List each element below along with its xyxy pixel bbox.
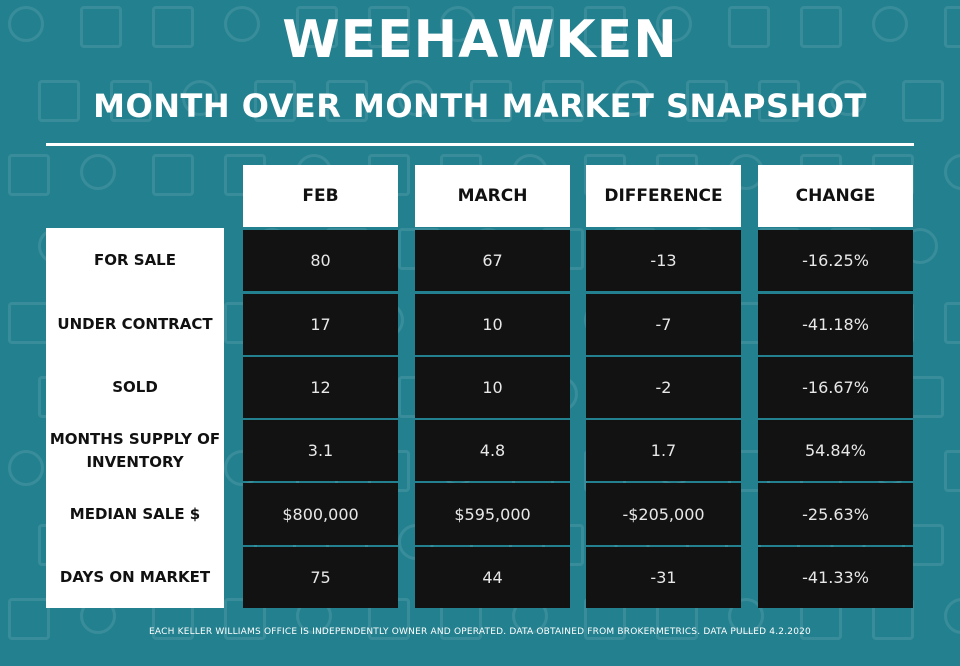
table-cell: -25.63%: [758, 483, 913, 545]
background-icon: [830, 80, 866, 116]
row-label-sold: SOLD: [112, 378, 158, 396]
background-icon: [512, 6, 554, 48]
title-divider: [46, 143, 914, 146]
background-icon: [902, 80, 944, 122]
row-label-months-supply: MONTHS SUPPLY OF INVENTORY: [49, 429, 221, 471]
table-cell: 3.1: [243, 420, 398, 481]
table-cell: 44: [415, 547, 570, 608]
table-cell: -$205,000: [586, 483, 741, 545]
table-cell: -2: [586, 357, 741, 418]
background-icon: [224, 6, 260, 42]
table-cell: -16.25%: [758, 230, 913, 291]
table-cell: -31: [586, 547, 741, 608]
background-icon: [656, 6, 692, 42]
background-icon: [182, 80, 218, 116]
table-cell: 4.8: [415, 420, 570, 481]
background-icon: [38, 80, 80, 122]
background-icon: [872, 6, 908, 42]
row-labels-column: FOR SALE UNDER CONTRACT SOLD MONTHS SUPP…: [46, 228, 224, 608]
table-cell: 75: [243, 547, 398, 608]
background-icon: [686, 80, 728, 122]
background-icon: [470, 80, 512, 122]
column-header: CHANGE: [758, 165, 913, 227]
row-label-for-sale: FOR SALE: [94, 251, 176, 269]
background-icon: [728, 598, 764, 634]
background-icon: [8, 6, 44, 42]
background-icon: [944, 6, 960, 48]
background-icon: [296, 6, 338, 48]
background-icon: [800, 6, 842, 48]
background-icon: [8, 302, 50, 344]
background-icon: [326, 80, 368, 122]
background-icon: [152, 154, 194, 196]
background-icon: [368, 6, 410, 48]
background-icon: [944, 154, 960, 190]
row-label-days-on-market: DAYS ON MARKET: [59, 568, 211, 586]
background-icon: [80, 154, 116, 190]
row-label-under-contract: UNDER CONTRACT: [57, 315, 213, 333]
table-cell: 17: [243, 294, 398, 355]
table-cell: -41.33%: [758, 547, 913, 608]
background-icon: [944, 450, 960, 492]
table-cell: 12: [243, 357, 398, 418]
background-icon: [728, 6, 770, 48]
column-header: FEB: [243, 165, 398, 227]
background-icon: [8, 598, 50, 640]
column-march: MARCH 67 10 10 4.8 $595,000 44: [415, 165, 570, 608]
column-header: DIFFERENCE: [586, 165, 741, 227]
column-difference: DIFFERENCE -13 -7 -2 1.7 -$205,000 -31: [586, 165, 741, 608]
background-icon: [944, 302, 960, 344]
background-icon: [758, 80, 800, 122]
page-subtitle: MONTH OVER MONTH MARKET SNAPSHOT: [93, 87, 867, 125]
column-header: MARCH: [415, 165, 570, 227]
footer-disclaimer: EACH KELLER WILLIAMS OFFICE IS INDEPENDE…: [149, 627, 811, 637]
background-icon: [8, 450, 44, 486]
background-icon: [80, 6, 122, 48]
background-icon: [584, 6, 626, 48]
table-cell: 1.7: [586, 420, 741, 481]
table-cell: 10: [415, 357, 570, 418]
table-cell: 80: [243, 230, 398, 291]
table-cell: -16.67%: [758, 357, 913, 418]
column-feb: FEB 80 17 12 3.1 $800,000 75: [243, 165, 398, 608]
background-icon: [440, 6, 476, 42]
background-icon: [152, 6, 194, 48]
table-cell: 10: [415, 294, 570, 355]
background-icon: [614, 80, 650, 116]
background-icon: [110, 80, 152, 122]
column-change: CHANGE -16.25% -41.18% -16.67% 54.84% -2…: [758, 165, 913, 608]
table-cell: -41.18%: [758, 294, 913, 355]
row-label-median-sale: MEDIAN SALE $: [69, 504, 201, 523]
table-cell: $800,000: [243, 483, 398, 545]
page-title: WEEHAWKEN: [282, 10, 678, 70]
table-cell: 67: [415, 230, 570, 291]
background-icon: [902, 524, 944, 566]
table-cell: -7: [586, 294, 741, 355]
table-cell: $595,000: [415, 483, 570, 545]
table-cell: 54.84%: [758, 420, 913, 481]
table-cell: -13: [586, 230, 741, 291]
background-icon: [542, 80, 584, 122]
background-icon: [8, 154, 50, 196]
background-icon: [254, 80, 296, 122]
background-icon: [398, 80, 434, 116]
